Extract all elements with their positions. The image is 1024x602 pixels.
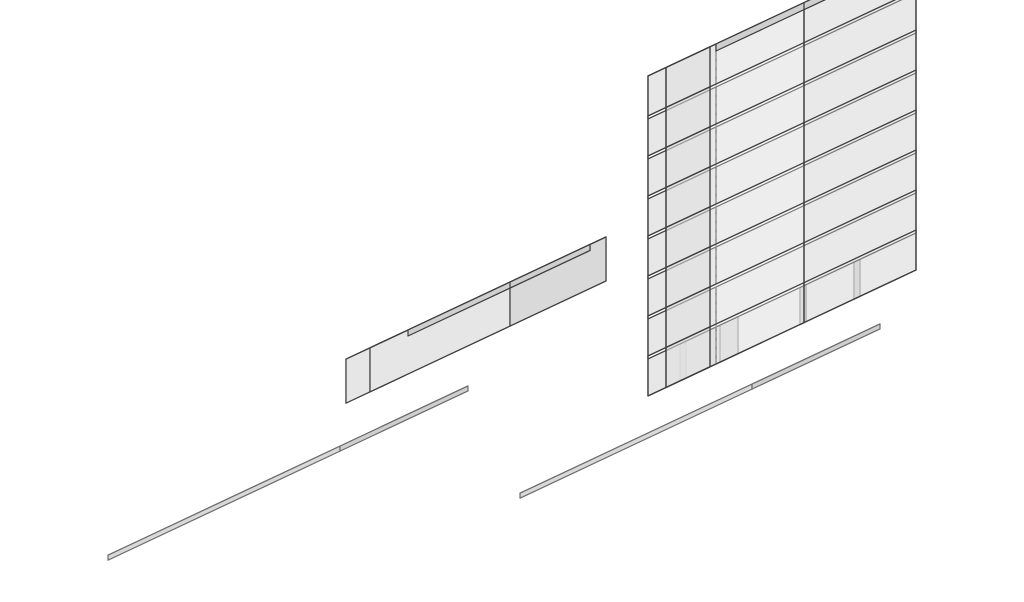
ground-slab [108, 386, 468, 560]
low-block [346, 237, 606, 403]
tower [648, 0, 916, 396]
axonometric-diagram [0, 0, 1024, 602]
